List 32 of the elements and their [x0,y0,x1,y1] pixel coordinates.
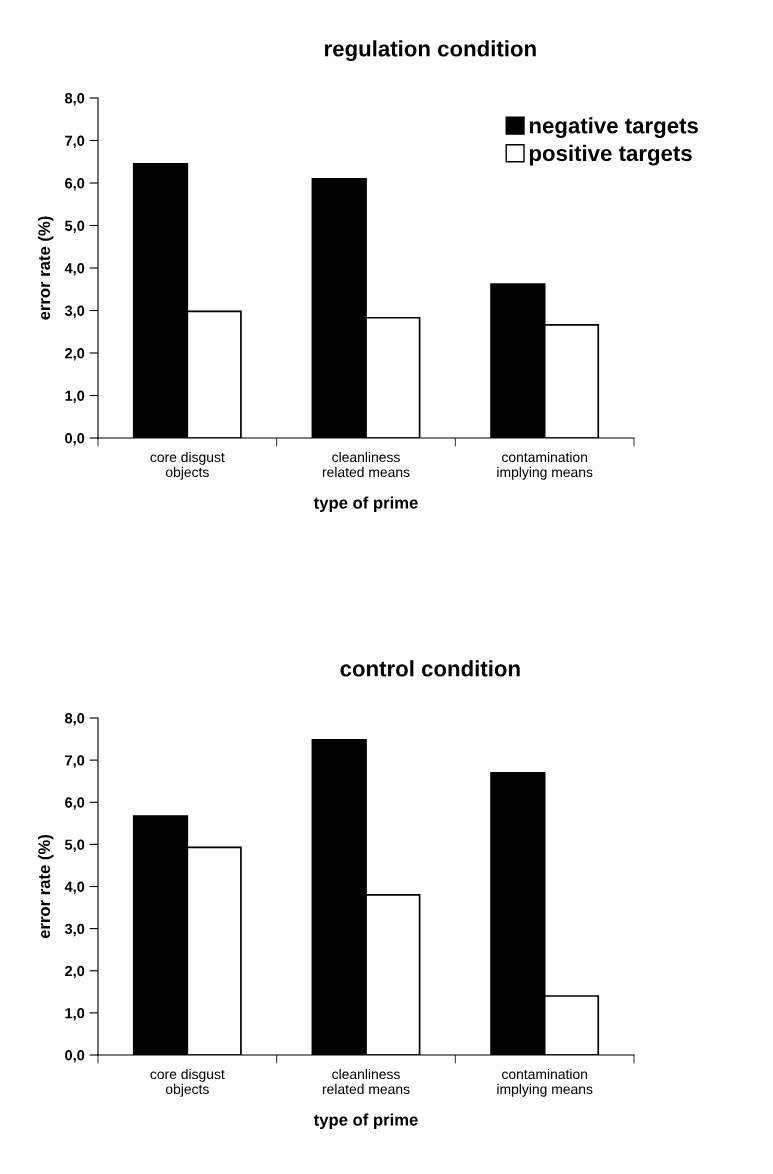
y-tick-label: 6,0 [65,178,85,191]
x-tick-label: contamination implying means [497,1068,593,1097]
y-axis-title: error rate (%) [37,835,54,939]
x-tick-label: cleanliness related means [322,1068,410,1095]
y-tick-label: 6,0 [65,797,85,810]
legend-label: negative targets [529,117,698,139]
y-axis-title: error rate (%) [37,216,54,320]
y-tick-label: 1,0 [65,1007,85,1021]
x-axis-title: type of prime [313,496,418,512]
y-tick-label: 7,0 [65,135,85,149]
y-tick-label: 2,0 [65,965,85,979]
x-tick-label: core disgust objects [150,451,225,480]
y-tick-label: 0,0 [65,433,85,446]
chart-title: control condition [340,660,520,677]
y-tick-label: 7,0 [65,755,85,768]
y-tick-label: 4,0 [64,881,85,895]
y-tick-label: 3,0 [64,305,85,319]
x-tick-label: core disgust objects [150,1068,225,1097]
y-tick-label: 4,0 [64,263,85,276]
chart-title: regulation condition [325,40,536,62]
y-tick-label: 8,0 [65,713,85,726]
y-tick-label: 2,0 [65,348,85,361]
x-axis-title: type of prime [313,1113,418,1129]
x-tick-label: contamination implying means [497,451,593,480]
y-tick-label: 0,0 [65,1050,85,1063]
x-tick-label: cleanliness related means [322,451,410,478]
legend-label: positive targets [529,144,692,166]
y-tick-label: 5,0 [64,220,85,234]
y-tick-label: 1,0 [65,390,85,404]
y-tick-label: 3,0 [64,923,85,937]
y-tick-label: 8,0 [65,93,85,106]
y-tick-label: 5,0 [64,839,85,852]
